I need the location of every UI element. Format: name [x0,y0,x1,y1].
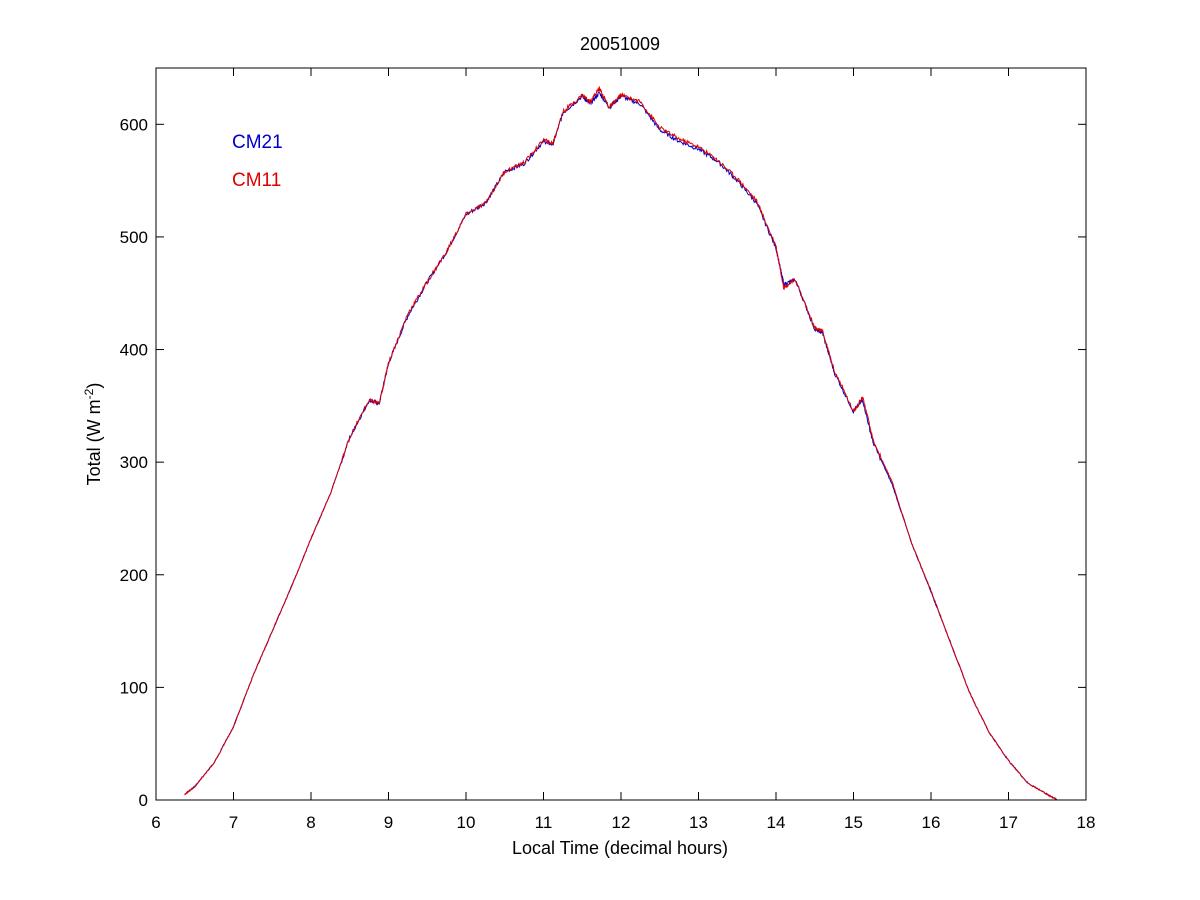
legend: CM21 CM11 [232,132,283,191]
x-axis-ticks: 6 7 8 9 10 11 12 13 14 15 16 17 18 [151,68,1095,832]
chart-title: 20051009 [580,34,660,54]
x-tick-label: 17 [999,813,1018,832]
x-tick-label: 12 [612,813,631,832]
x-tick-label: 13 [689,813,708,832]
y-axis-label-close: ) [84,383,104,389]
x-tick-label: 8 [306,813,315,832]
legend-entry-cm11: CM11 [232,170,281,191]
x-tick-label: 7 [229,813,238,832]
plot-lines [184,86,1058,801]
x-tick-label: 11 [535,813,553,832]
x-tick-label: 14 [767,813,786,832]
y-axis-ticks: 0 100 200 300 400 500 600 [120,115,1086,810]
x-tick-label: 6 [151,813,160,832]
x-tick-label: 18 [1077,813,1096,832]
x-tick-label: 9 [384,813,393,832]
y-axis-label-superscript: -2 [82,388,96,399]
y-tick-label: 100 [120,678,148,697]
y-axis-label: Total (W m-2) [82,383,104,486]
series-line-cm11 [184,86,1058,801]
y-tick-label: 200 [120,566,148,585]
y-tick-label: 600 [120,115,148,134]
y-axis-label-base: Total (W m [84,399,104,485]
y-tick-label: 0 [139,791,148,810]
x-tick-label: 15 [844,813,863,832]
legend-entry-cm21: CM21 [232,132,283,153]
y-tick-label: 400 [120,341,148,360]
x-tick-label: 16 [922,813,941,832]
y-tick-label: 500 [120,228,148,247]
x-tick-label: 10 [457,813,476,832]
series-line-cm21 [184,91,1058,801]
x-axis-label: Local Time (decimal hours) [512,838,728,858]
y-tick-label: 300 [120,453,148,472]
plot-frame [155,67,1087,801]
